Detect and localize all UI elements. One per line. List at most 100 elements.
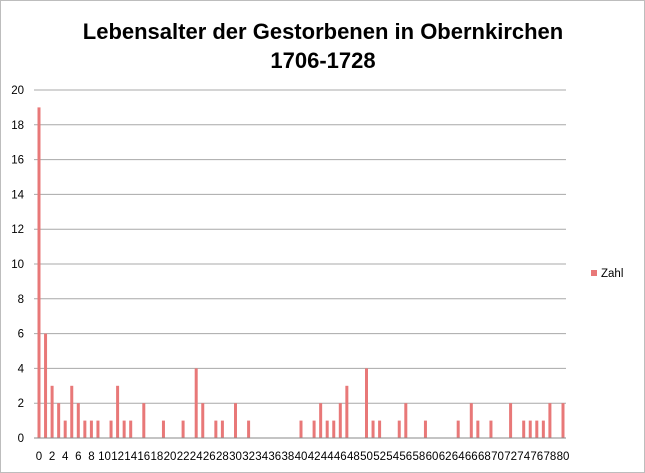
bar-age-24 [194, 368, 198, 438]
x-tick-label-38: 38 [282, 451, 295, 463]
y-tick-label-10: 10 [11, 259, 24, 271]
x-tick-label-50: 50 [360, 451, 373, 463]
x-axis-tick-labels: 0 2 4 6 8 10 12 14 16 18 20 22 24 26 28 30 32 34 36 38 40 42 4… [36, 451, 570, 463]
bar-age-40 [299, 420, 303, 438]
bar-age-2 [50, 385, 54, 438]
x-tick-label-10: 10 [98, 451, 111, 463]
bar-age-52 [378, 420, 382, 438]
bar-age-9 [96, 420, 100, 438]
bar-age-16 [142, 403, 146, 438]
x-tick-label-8: 8 [88, 451, 94, 463]
x-tick-label-34: 34 [255, 451, 268, 463]
y-tick-label-12: 12 [11, 224, 24, 236]
x-tick-label-68: 68 [478, 451, 491, 463]
bars [37, 107, 565, 439]
x-tick-label-22: 22 [177, 451, 190, 463]
bar-age-32 [247, 420, 251, 438]
bar-age-45 [332, 420, 336, 438]
chart-title-line-2: 1706-1728 [270, 48, 375, 73]
x-tick-label-24: 24 [190, 451, 203, 463]
legend-swatch [591, 270, 597, 276]
bar-age-3 [57, 403, 61, 438]
bar-age-14 [129, 420, 133, 438]
bar-age-66 [469, 403, 473, 438]
x-tick-label-62: 62 [439, 451, 452, 463]
bar-age-77 [541, 420, 545, 438]
bar-age-30 [234, 403, 237, 438]
y-axis-tick-labels: 0 2 4 6 8 10 12 14 16 18 20 [11, 85, 24, 445]
x-tick-label-72: 72 [504, 451, 517, 463]
x-tick-label-28: 28 [216, 451, 229, 463]
x-tick-label-20: 20 [164, 451, 177, 463]
x-tick-label-32: 32 [242, 451, 255, 463]
bar-age-0 [37, 107, 41, 439]
bar-age-19 [161, 420, 165, 438]
bar-age-55 [397, 420, 401, 438]
x-tick-label-74: 74 [517, 451, 530, 463]
x-tick-label-54: 54 [386, 451, 399, 463]
bar-age-7 [83, 420, 87, 438]
y-tick-label-14: 14 [11, 189, 24, 201]
x-tick-label-60: 60 [426, 451, 439, 463]
x-tick-label-76: 76 [530, 451, 543, 463]
x-tick-label-30: 30 [229, 451, 242, 463]
bar-age-69 [489, 420, 493, 438]
y-tick-label-4: 4 [18, 363, 25, 375]
x-tick-label-42: 42 [308, 451, 321, 463]
y-tick-label-0: 0 [18, 433, 24, 445]
bar-age-80 [561, 403, 565, 438]
bar-age-44 [325, 420, 329, 438]
x-tick-label-36: 36 [268, 451, 281, 463]
x-tick-label-26: 26 [203, 451, 216, 463]
x-tick-label-40: 40 [295, 451, 308, 463]
bar-age-28 [220, 420, 224, 438]
x-tick-label-70: 70 [491, 451, 504, 463]
x-tick-label-58: 58 [413, 451, 426, 463]
bar-age-78 [548, 403, 552, 438]
y-gridlines [34, 89, 566, 404]
bar-age-75 [528, 420, 532, 438]
y-tick-label-6: 6 [18, 329, 24, 341]
x-tick-label-56: 56 [399, 451, 412, 463]
bar-age-43 [319, 403, 323, 438]
chart-title-line-1: Lebensalter der Gestorbenen in Obernkirc… [83, 19, 563, 44]
bar-age-64 [456, 420, 460, 438]
bar-age-5 [70, 385, 74, 438]
x-tick-label-66: 66 [465, 451, 478, 463]
bar-age-6 [76, 403, 80, 438]
bar-age-74 [522, 420, 526, 438]
bar-age-46 [338, 403, 342, 438]
bar-age-67 [476, 420, 480, 438]
x-tick-label-48: 48 [347, 451, 360, 463]
bar-age-56 [404, 403, 408, 438]
bar-age-76 [535, 420, 539, 438]
y-tick-label-16: 16 [11, 155, 24, 167]
bar-age-42 [312, 420, 316, 438]
bar-age-47 [345, 385, 349, 438]
bar-age-25 [201, 403, 205, 438]
y-tick-label-2: 2 [18, 398, 24, 410]
x-tick-label-2: 2 [49, 451, 55, 463]
x-tick-label-6: 6 [75, 451, 81, 463]
bar-age-11 [109, 420, 113, 438]
x-tick-label-12: 12 [111, 451, 124, 463]
bar-age-8 [89, 420, 93, 438]
x-tick-label-4: 4 [62, 451, 69, 463]
bar-age-72 [509, 403, 513, 438]
bar-age-12 [116, 385, 120, 438]
chart-title: Lebensalter der Gestorbenen in Obernkirc… [83, 19, 563, 73]
x-tick-label-64: 64 [452, 451, 465, 463]
y-tick-label-20: 20 [11, 85, 24, 97]
x-tick-label-16: 16 [137, 451, 150, 463]
x-tick-label-52: 52 [373, 451, 386, 463]
x-tick-label-18: 18 [151, 451, 164, 463]
x-tick-label-80: 80 [557, 451, 570, 463]
bar-age-1 [44, 333, 48, 438]
bar-age-27 [214, 420, 218, 438]
x-tick-label-0: 0 [36, 451, 42, 463]
bar-age-22 [181, 420, 185, 438]
legend: Zahl [591, 268, 623, 280]
x-tick-label-14: 14 [124, 451, 137, 463]
